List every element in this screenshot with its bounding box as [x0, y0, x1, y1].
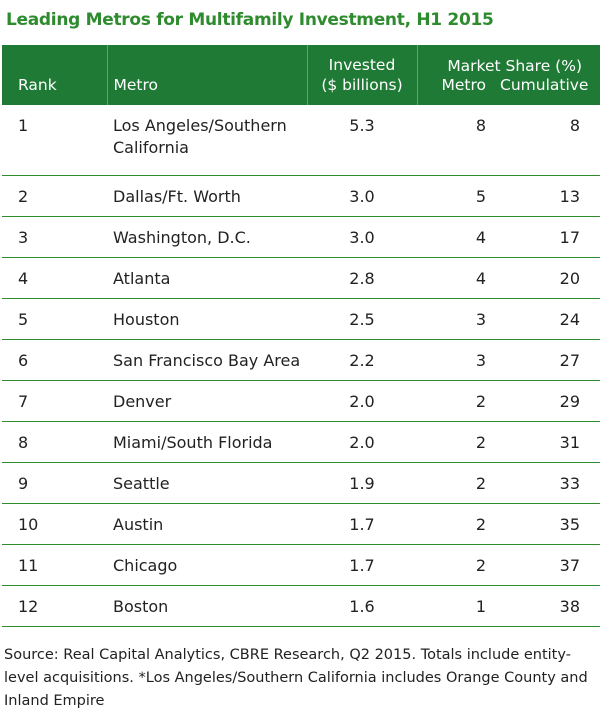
share-metro-cell: 2	[417, 503, 500, 545]
share-metro-cell: 2	[417, 421, 500, 463]
invested-cell: 1.7	[307, 503, 417, 545]
table-row: 1 Los Angeles/Southern California 5.3 8 8	[2, 105, 600, 176]
share-metro-cell: 5	[417, 175, 500, 217]
table-row: 10 Austin 1.7 2 35	[2, 503, 600, 545]
share-metro-cell: 4	[417, 216, 500, 258]
table-row: 11 Chicago 1.7 2 37	[2, 544, 600, 586]
table-row: 8 Miami/South Florida 2.0 2 31	[2, 421, 600, 463]
invested-cell: 3.0	[307, 175, 417, 217]
table-row: 7 Denver 2.0 2 29	[2, 380, 600, 422]
header-metro: Metro	[106, 45, 307, 105]
table-row: 3 Washington, D.C. 3.0 4 17	[2, 216, 600, 258]
rank-cell: 7	[2, 380, 107, 422]
share-cumulative-cell: 31	[500, 421, 600, 463]
metro-cell: San Francisco Bay Area	[107, 339, 307, 381]
market-share-group-header: Market Share (%)	[447, 57, 582, 75]
source-footnote: Source: Real Capital Analytics, CBRE Res…	[4, 647, 588, 709]
share-cumulative-cell: 17	[500, 216, 600, 258]
header-share-metro: Metro	[416, 45, 500, 105]
rank-cell: 1	[2, 105, 107, 176]
share-cumulative-cell: 38	[500, 585, 600, 627]
invested-cell: 1.6	[307, 585, 417, 627]
rank-cell: 6	[2, 339, 107, 381]
share-metro-cell: 1	[417, 585, 500, 627]
metro-cell: Dallas/Ft. Worth	[107, 175, 307, 217]
invested-cell: 3.0	[307, 216, 417, 258]
share-cumulative-cell: 24	[500, 298, 600, 340]
rank-cell: 9	[2, 462, 107, 504]
table-row: 12 Boston 1.6 1 38	[2, 585, 600, 627]
table-row: 9 Seattle 1.9 2 33	[2, 462, 600, 504]
share-metro-cell: 2	[417, 462, 500, 504]
share-cumulative-cell: 37	[500, 544, 600, 586]
table-title: Leading Metros for Multifamily Investmen…	[6, 10, 494, 30]
share-cumulative-cell: 8	[500, 105, 600, 176]
metro-cell: Miami/South Florida	[107, 421, 307, 463]
metro-cell: Seattle	[107, 462, 307, 504]
metro-cell: Austin	[107, 503, 307, 545]
share-cumulative-cell: 29	[500, 380, 600, 422]
table-row: 4 Atlanta 2.8 4 20	[2, 257, 600, 299]
rank-cell: 2	[2, 175, 107, 217]
metro-cell: Atlanta	[107, 257, 307, 299]
share-metro-cell: 3	[417, 339, 500, 381]
invested-cell: 2.2	[307, 339, 417, 381]
header-invested-line2: ($ billions)	[321, 76, 403, 94]
share-metro-cell: 4	[417, 257, 500, 299]
header-rank: Rank	[18, 76, 57, 94]
invested-cell: 2.0	[307, 380, 417, 422]
rank-cell: 5	[2, 298, 107, 340]
invested-cell: 1.7	[307, 544, 417, 586]
invested-cell: 1.9	[307, 462, 417, 504]
metro-cell: Chicago	[107, 544, 307, 586]
share-metro-cell: 2	[417, 380, 500, 422]
share-cumulative-cell: 33	[500, 462, 600, 504]
header-invested: Invested ($ billions)	[306, 45, 417, 105]
share-metro-cell: 8	[417, 105, 500, 176]
metro-cell: Denver	[107, 380, 307, 422]
metro-cell: Houston	[107, 298, 307, 340]
share-metro-cell: 2	[417, 544, 500, 586]
invested-cell: 2.5	[307, 298, 417, 340]
metro-investment-table: Market Share (%) Rank Metro Invested ($ …	[2, 45, 600, 627]
share-cumulative-cell: 27	[500, 339, 600, 381]
metro-cell: Washington, D.C.	[107, 216, 307, 258]
share-cumulative-cell: 35	[500, 503, 600, 545]
rank-cell: 8	[2, 421, 107, 463]
invested-cell: 2.0	[307, 421, 417, 463]
table-header: Rank Metro Invested ($ billions) Metro C…	[2, 45, 600, 105]
data-table: Rank Metro Invested ($ billions) Metro C…	[2, 45, 600, 627]
header-invested-line1: Invested	[328, 56, 396, 74]
rank-cell: 12	[2, 585, 107, 627]
share-cumulative-cell: 13	[500, 175, 600, 217]
metro-cell: Boston	[107, 585, 307, 627]
header-row: Rank Metro Invested ($ billions) Metro C…	[2, 45, 600, 105]
rank-cell: 10	[2, 503, 107, 545]
rank-cell: 11	[2, 544, 107, 586]
header-share-cumulative: Cumulative	[500, 76, 589, 94]
rank-cell: 3	[2, 216, 107, 258]
share-metro-cell: 3	[417, 298, 500, 340]
invested-cell: 5.3	[307, 105, 417, 176]
table-row: 5 Houston 2.5 3 24	[2, 298, 600, 340]
table-row: 6 San Francisco Bay Area 2.2 3 27	[2, 339, 600, 381]
invested-cell: 2.8	[307, 257, 417, 299]
rank-cell: 4	[2, 257, 107, 299]
table-body: 1 Los Angeles/Southern California 5.3 8 8 2 Da…	[2, 105, 600, 627]
table-row: 2 Dallas/Ft. Worth 3.0 5 13	[2, 175, 600, 217]
share-cumulative-cell: 20	[500, 257, 600, 299]
metro-cell: Los Angeles/Southern California	[107, 105, 307, 176]
